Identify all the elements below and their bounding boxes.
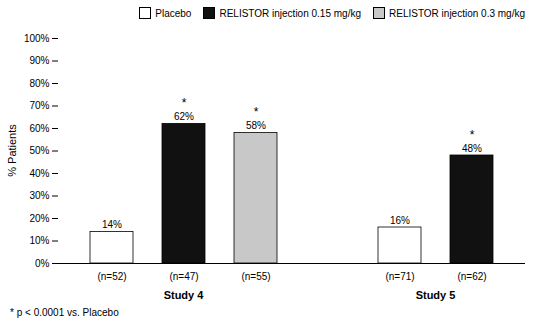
svg-text:10%: 10% bbox=[29, 235, 49, 246]
svg-text:0%: 0% bbox=[35, 258, 50, 269]
svg-text:20%: 20% bbox=[29, 213, 49, 224]
svg-text:(n=55): (n=55) bbox=[241, 271, 270, 282]
svg-text:*: * bbox=[470, 128, 475, 142]
html-text:RELISTOR injection 0.3 mg/kg: RELISTOR injection 0.3 mg/kg bbox=[389, 7, 525, 19]
svg-text:40%: 40% bbox=[29, 168, 49, 179]
svg-text:16%: 16% bbox=[390, 215, 410, 226]
html-text:RELISTOR injection 0.15 mg/kg: RELISTOR injection 0.15 mg/kg bbox=[219, 7, 361, 19]
svg-text:48%: 48% bbox=[462, 143, 482, 154]
svg-text:*: * bbox=[254, 105, 259, 119]
html-text:Placebo: Placebo bbox=[155, 7, 192, 19]
svg-text:70%: 70% bbox=[29, 100, 49, 111]
html-text:* p < 0.0001 vs. Placebo: * p < 0.0001 vs. Placebo bbox=[10, 307, 119, 318]
svg-text:90%: 90% bbox=[29, 55, 49, 66]
svg-text:(n=52): (n=52) bbox=[97, 271, 126, 282]
svg-text:30%: 30% bbox=[29, 190, 49, 201]
svg-text:100%: 100% bbox=[24, 33, 50, 44]
svg-text:(n=71): (n=71) bbox=[385, 271, 414, 282]
svg-text:(n=47): (n=47) bbox=[169, 271, 198, 282]
svg-text:58%: 58% bbox=[246, 120, 266, 131]
svg-text:% Patients: % Patients bbox=[6, 124, 18, 177]
svg-text:14%: 14% bbox=[102, 219, 122, 230]
svg-text:Study 4: Study 4 bbox=[164, 289, 205, 301]
svg-text:*: * bbox=[182, 96, 187, 110]
svg-text:62%: 62% bbox=[174, 111, 194, 122]
svg-text:(n=62): (n=62) bbox=[457, 271, 486, 282]
svg-text:50%: 50% bbox=[29, 145, 49, 156]
svg-text:60%: 60% bbox=[29, 123, 49, 134]
svg-text:Study 5: Study 5 bbox=[416, 289, 456, 301]
svg-text:80%: 80% bbox=[29, 78, 49, 89]
